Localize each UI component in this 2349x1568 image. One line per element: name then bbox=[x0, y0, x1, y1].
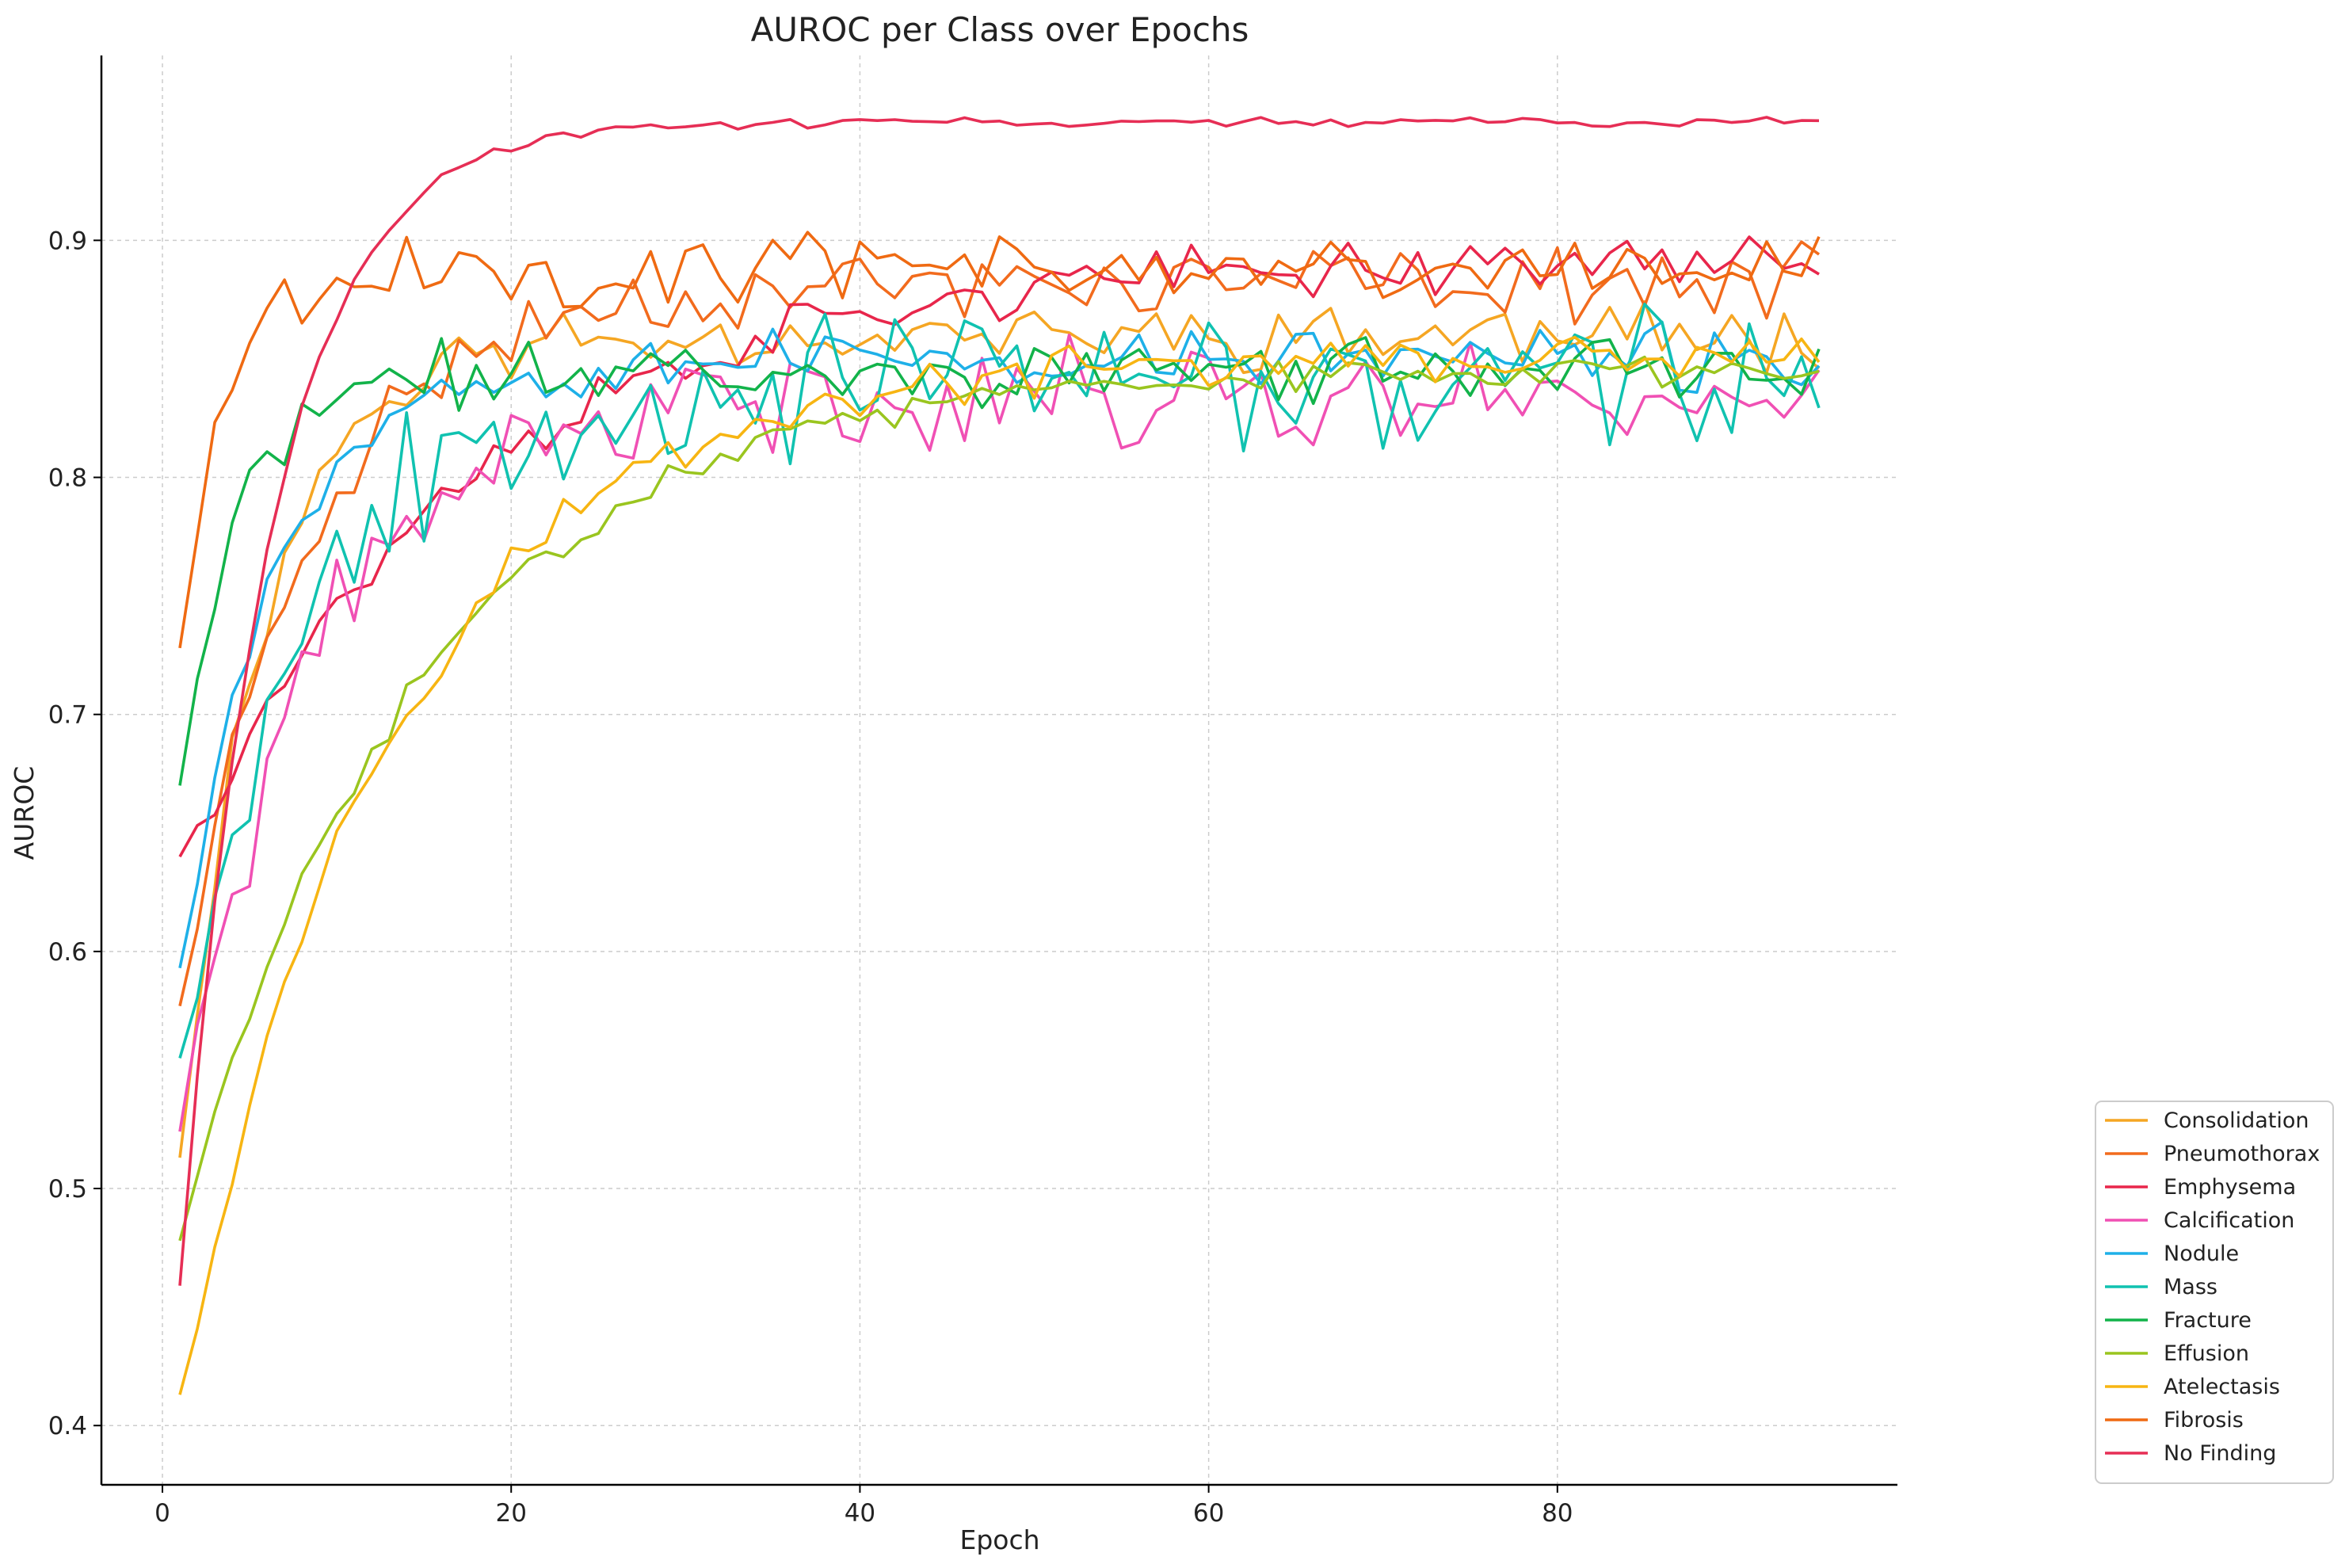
series-line-calcification bbox=[178, 334, 1821, 1132]
series-line-fracture bbox=[178, 336, 1821, 786]
y-tick-label: 0.7 bbox=[48, 701, 87, 730]
series-line-atelectasis bbox=[178, 335, 1821, 1395]
y-tick-label: 0.4 bbox=[48, 1412, 87, 1440]
tick-labels: 0 20 40 60 80 0.4 0.5 0.6 0.7 0.8 0.9 bbox=[48, 227, 1573, 1528]
legend-box bbox=[2095, 1101, 2334, 1484]
y-tick-label: 0.8 bbox=[48, 464, 87, 493]
series-line-emphysema bbox=[178, 235, 1820, 858]
legend-entry: Fracture bbox=[2164, 1308, 2252, 1333]
series-line-no-finding bbox=[178, 116, 1820, 1286]
series-line-fibrosis bbox=[178, 231, 1821, 649]
series-line-mass bbox=[178, 302, 1821, 1059]
series-line-effusion bbox=[178, 355, 1820, 1242]
legend-entry: No Finding bbox=[2164, 1441, 2276, 1466]
legend-entry: Pneumothorax bbox=[2164, 1142, 2320, 1166]
x-tick-label: 60 bbox=[1193, 1499, 1224, 1528]
y-tick-label: 0.9 bbox=[48, 227, 87, 255]
y-tick-label: 0.6 bbox=[48, 938, 87, 967]
legend-entry: Fibrosis bbox=[2164, 1408, 2244, 1433]
chart-title: AUROC per Class over Epochs bbox=[751, 10, 1249, 49]
legend-entry: Atelectasis bbox=[2164, 1375, 2280, 1399]
legend: Consolidation Pneumothorax Emphysema Calcif… bbox=[2095, 1101, 2334, 1484]
legend-entry: Calcification bbox=[2164, 1208, 2294, 1233]
y-tick-label: 0.5 bbox=[48, 1175, 87, 1204]
x-tick-label: 40 bbox=[845, 1499, 875, 1528]
x-tick-label: 0 bbox=[154, 1499, 170, 1528]
legend-entry: Emphysema bbox=[2164, 1175, 2296, 1200]
x-tick-label: 20 bbox=[496, 1499, 527, 1528]
x-axis-label: Epoch bbox=[959, 1524, 1039, 1555]
legend-entry: Consolidation bbox=[2164, 1108, 2309, 1133]
x-tick-label: 80 bbox=[1542, 1499, 1573, 1528]
series-line-consolidation bbox=[178, 299, 1821, 1158]
axes bbox=[100, 55, 1897, 1486]
legend-entry: Effusion bbox=[2164, 1341, 2249, 1366]
y-axis-label: AUROC bbox=[9, 766, 40, 860]
legend-entry: Mass bbox=[2164, 1275, 2217, 1299]
legend-entry: Nodule bbox=[2164, 1242, 2239, 1266]
series-lines bbox=[178, 116, 1821, 1395]
